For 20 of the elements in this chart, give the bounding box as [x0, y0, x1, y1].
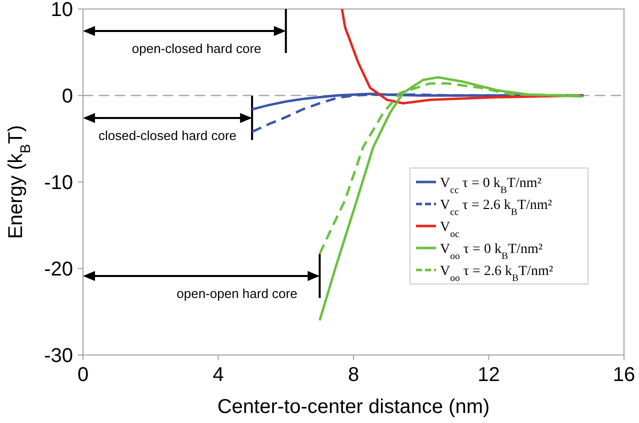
ref-line-label: open-open hard core: [176, 286, 298, 301]
legend-label: V$_{cc}$ τ = 0 k$_{B}$T/nm²: [440, 176, 542, 196]
ref-line-label: open-closed hard core: [132, 41, 262, 56]
x-tick-label: 0: [77, 364, 89, 386]
ref-line-label: closed-closed hard core: [98, 128, 237, 143]
legend-label: V$_{oc}$: [440, 220, 460, 240]
line-series: [340, 8, 584, 104]
x-tick-label: 8: [348, 364, 360, 386]
x-tick-label: 16: [612, 364, 636, 386]
y-tick-label: -30: [44, 345, 73, 367]
y-tick-label: 10: [50, 0, 73, 21]
legend-label: V$_{oo}$ τ = 0 k$_{B}$T/nm²: [440, 242, 543, 262]
x-tick-label: 12: [478, 364, 500, 386]
x-tick-label: 4: [212, 364, 224, 386]
y-tick-label: 0: [62, 86, 73, 108]
legend-label: V$_{oo}$ τ = 2.6 k$_{B}$T/nm²: [440, 264, 554, 284]
y-tick-label: -10: [44, 172, 73, 194]
y-tick-label: -20: [44, 258, 73, 280]
legend-label: V$_{cc}$ τ = 2.6 k$_{B}$T/nm²: [440, 198, 552, 218]
x-axis-title: Center-to-center distance (nm): [217, 396, 490, 418]
